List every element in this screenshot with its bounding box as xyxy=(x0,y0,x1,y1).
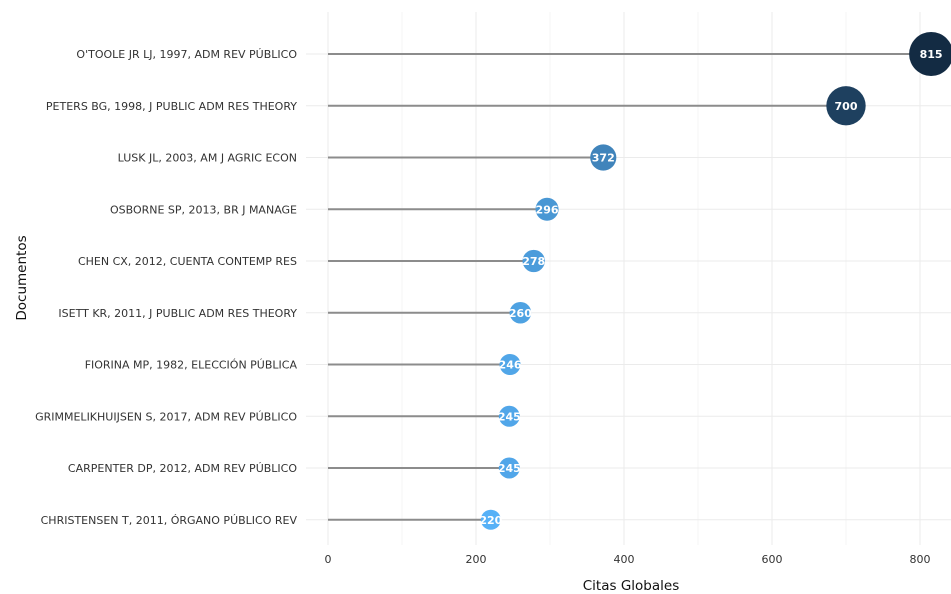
value-label: 700 xyxy=(835,100,858,113)
lollipop-dot xyxy=(535,197,559,221)
lollipop-dots xyxy=(480,32,951,530)
value-label: 278 xyxy=(522,255,545,268)
lollipop-dot xyxy=(498,405,520,427)
x-tick-label: 800 xyxy=(910,553,931,566)
lollipop-dot xyxy=(480,509,501,530)
y-tick-label: PETERS BG, 1998, J PUBLIC ADM RES THEORY xyxy=(46,100,297,113)
lollipop-dot xyxy=(909,32,951,76)
x-tick-label: 0 xyxy=(325,553,332,566)
y-tick-label: CARPENTER DP, 2012, ADM REV PÚBLICO xyxy=(68,462,297,475)
lollipop-dot xyxy=(590,144,617,171)
lollipop-dot xyxy=(498,457,520,479)
y-tick-label: ISETT KR, 2011, J PUBLIC ADM RES THEORY xyxy=(58,307,297,320)
value-label: 245 xyxy=(498,462,521,475)
lollipop-dot xyxy=(826,86,866,126)
lollipop-dot xyxy=(499,353,521,376)
lollipop-dot xyxy=(509,301,532,324)
y-tick-label: CHRISTENSEN T, 2011, ÓRGANO PÚBLICO REV xyxy=(41,514,298,527)
value-label: 260 xyxy=(509,307,532,320)
value-label: 245 xyxy=(498,410,521,423)
x-tick-label: 600 xyxy=(762,553,783,566)
x-axis-title: Citas Globales xyxy=(583,578,679,594)
y-tick-label: O'TOOLE JR LJ, 1997, ADM REV PÚBLICO xyxy=(76,48,297,61)
value-label: 815 xyxy=(920,48,943,61)
y-tick-label: OSBORNE SP, 2013, BR J MANAGE xyxy=(110,203,297,216)
value-label: 220 xyxy=(479,514,502,527)
value-label: 246 xyxy=(499,359,522,372)
y-tick-label: CHEN CX, 2012, CUENTA CONTEMP RES xyxy=(78,255,297,268)
y-axis-tick-labels: O'TOOLE JR LJ, 1997, ADM REV PÚBLICO PETE… xyxy=(35,48,297,527)
lollipop-stems xyxy=(328,53,932,521)
y-tick-label: GRIMMELIKHUIJSEN S, 2017, ADM REV PÚBLIC… xyxy=(35,410,297,423)
y-axis-title: Documentos xyxy=(14,235,30,320)
value-label: 296 xyxy=(536,203,559,216)
value-label: 372 xyxy=(592,152,615,165)
y-tick-label: LUSK JL, 2003, AM J AGRIC ECON xyxy=(118,152,297,165)
value-labels: 815 700 372 296 278 260 246 245 245 220 xyxy=(479,48,942,527)
y-tick-label: FIORINA MP, 1982, ELECCIÓN PÚBLICA xyxy=(85,359,298,372)
x-tick-label: 400 xyxy=(614,553,635,566)
x-axis-tick-labels: 0 200 400 600 800 xyxy=(325,553,931,566)
x-tick-label: 200 xyxy=(466,553,487,566)
lollipop-dot xyxy=(522,249,545,273)
